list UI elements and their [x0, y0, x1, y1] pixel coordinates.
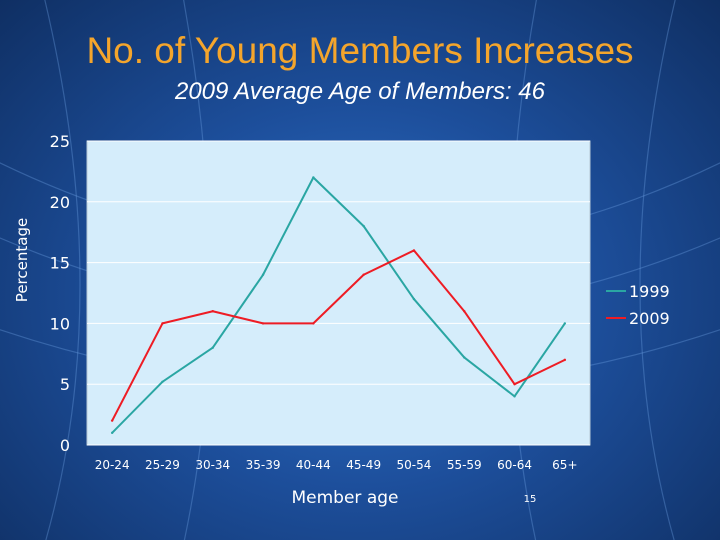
data-point-1999 [563, 322, 567, 325]
data-point-1999 [312, 176, 315, 179]
data-point-1999 [211, 346, 214, 349]
data-point-1999 [463, 356, 466, 359]
y-tick-label: 15 [50, 254, 70, 273]
data-point-1999 [261, 273, 265, 276]
data-point-1999 [110, 431, 114, 435]
plot-area [86, 140, 591, 446]
legend-label-1999: 1999 [629, 282, 670, 301]
y-axis-label: Percentage [13, 218, 31, 302]
x-tick-label: 40-44 [296, 458, 331, 472]
data-point-1999 [362, 224, 365, 228]
data-point-1999 [161, 380, 164, 383]
y-tick-label: 5 [60, 375, 70, 394]
data-point-2009 [463, 310, 466, 313]
slide-subtitle: 2009 Average Age of Members: 46 [174, 78, 545, 105]
data-point-2009 [412, 249, 416, 252]
x-axis-label: Member age [291, 488, 399, 508]
data-point-2009 [362, 273, 365, 276]
data-point-2009 [513, 383, 516, 386]
series-line-1999 [111, 176, 566, 434]
slide-title: No. of Young Members Increases [86, 30, 634, 71]
data-point-2009 [261, 322, 265, 325]
y-tick-label: 0 [60, 436, 70, 455]
x-tick-label: 60-64 [497, 458, 532, 472]
y-tick-label: 10 [50, 314, 70, 333]
data-point-1999 [513, 395, 516, 398]
slide-number: 15 [523, 494, 537, 505]
x-tick-label: 65+ [552, 458, 577, 472]
legend-label-2009: 2009 [629, 309, 670, 328]
x-tick-label: 20-24 [95, 458, 130, 472]
data-point-1999 [412, 297, 416, 301]
data-point-2009 [563, 358, 567, 362]
x-tick-label: 25-29 [145, 458, 180, 472]
x-tick-label: 55-59 [447, 458, 482, 472]
data-point-2009 [312, 322, 315, 325]
x-tick-label: 35-39 [246, 458, 281, 472]
series-line-2009 [111, 249, 566, 422]
x-tick-label: 45-49 [346, 458, 381, 472]
data-point-2009 [161, 322, 164, 325]
y-tick-label: 20 [50, 193, 70, 212]
y-tick-label: 25 [50, 132, 70, 151]
data-point-2009 [110, 419, 114, 422]
x-tick-label: 30-34 [195, 458, 230, 472]
data-point-2009 [211, 310, 214, 313]
x-tick-label: 50-54 [397, 458, 432, 472]
